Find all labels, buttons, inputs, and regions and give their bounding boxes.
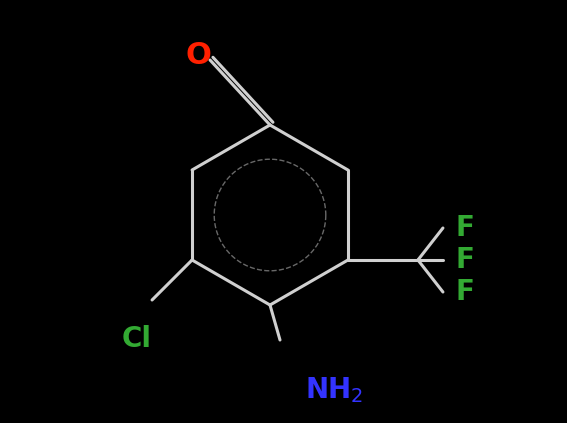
Text: F: F <box>456 278 475 306</box>
Text: Cl: Cl <box>122 325 152 353</box>
Text: O: O <box>185 41 211 69</box>
Text: NH$_2$: NH$_2$ <box>305 375 363 405</box>
Text: F: F <box>456 246 475 274</box>
Text: F: F <box>456 214 475 242</box>
